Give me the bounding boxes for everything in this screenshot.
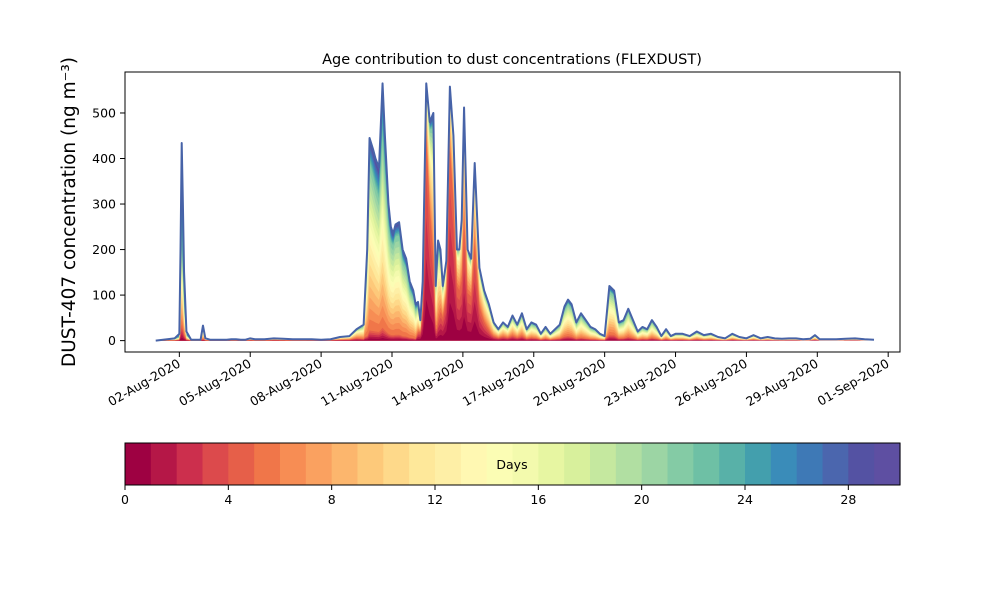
- y-tick-label: 100: [92, 288, 116, 303]
- colorbar-tick-label: 20: [634, 492, 650, 507]
- age-layer-day-18: [155, 87, 875, 341]
- age-layer-day-15: [155, 91, 875, 341]
- age-layer-day-22: [155, 83, 875, 341]
- colorbar-tick-label: 16: [530, 492, 546, 507]
- colorbar-swatch: [150, 443, 178, 485]
- colorbar-swatch: [125, 443, 152, 485]
- colorbar-swatch: [331, 443, 359, 485]
- x-tick-label: 02-Aug-2020: [105, 356, 183, 409]
- y-tick-label: 400: [92, 151, 116, 166]
- colorbar-ticks: 0 4 8 12 16 20 24 28: [121, 485, 856, 507]
- y-axis-label: DUST-407 concentration (ng m⁻³): [59, 57, 80, 367]
- x-tick-label: 05-Aug-2020: [176, 356, 254, 409]
- x-tick-label: 20-Aug-2020: [531, 356, 609, 409]
- colorbar-swatch: [641, 443, 669, 485]
- y-tick-label: 300: [92, 197, 116, 212]
- colorbar-swatch: [564, 443, 591, 485]
- age-layer-day-10: [155, 101, 875, 341]
- x-tick-label: 14-Aug-2020: [389, 356, 467, 409]
- x-tick-label: 26-Aug-2020: [672, 356, 750, 409]
- colorbar-swatch: [176, 443, 204, 485]
- age-layer-day-19: [155, 85, 875, 341]
- colorbar-swatch: [667, 443, 694, 485]
- x-tick-label: 11-Aug-2020: [318, 356, 396, 409]
- age-layer-day-5: [155, 129, 875, 341]
- x-tick-label: 17-Aug-2020: [460, 356, 538, 409]
- age-layer-day-3: [155, 175, 875, 341]
- x-tick-label: 08-Aug-2020: [247, 356, 325, 409]
- plot-frame: [124, 71, 901, 353]
- colorbar-swatch: [615, 443, 643, 485]
- x-tick-label: 29-Aug-2020: [743, 356, 821, 409]
- age-layer-day-21: [155, 83, 875, 341]
- colorbar-swatch: [693, 443, 720, 485]
- stacked-area-layers: [155, 83, 875, 341]
- x-tick-label: 01-Sep-2020: [815, 356, 892, 409]
- colorbar-swatch: [435, 443, 462, 485]
- age-layer-day-11: [155, 96, 875, 341]
- age-layer-day-13: [155, 93, 875, 341]
- age-layer-day-9: [155, 107, 875, 341]
- y-tick-label: 0: [108, 333, 116, 348]
- colorbar-label: Days: [496, 457, 527, 472]
- colorbar-tick-label: 0: [121, 492, 129, 507]
- age-layer-day-23: [155, 83, 875, 341]
- age-layer-day-4: [155, 134, 875, 341]
- colorbar-swatch: [848, 443, 875, 485]
- age-layer-day-17: [155, 88, 875, 341]
- colorbar-tick-label: 4: [224, 492, 232, 507]
- age-layer-day-20: [155, 84, 875, 341]
- x-axis: 02-Aug-202005-Aug-202008-Aug-202011-Aug-…: [105, 352, 892, 409]
- age-layer-day-6: [155, 123, 875, 341]
- age-layer-day-29: [155, 83, 875, 341]
- colorbar-swatch: [357, 443, 384, 485]
- y-axis: 0 100 200 300 400 500: [92, 105, 125, 348]
- colorbar-swatch: [383, 443, 410, 485]
- colorbar-swatch: [538, 443, 565, 485]
- age-layer-day-28: [155, 83, 875, 341]
- colorbar-tick-label: 12: [427, 492, 443, 507]
- colorbar-swatch: [590, 443, 617, 485]
- colorbar-swatch: [822, 443, 849, 485]
- x-tick-label: 23-Aug-2020: [601, 356, 679, 409]
- colorbar-swatch: [719, 443, 746, 485]
- age-layer-day-25: [155, 83, 875, 341]
- colorbar-swatch: [202, 443, 229, 485]
- age-layer-day-8: [155, 112, 875, 341]
- colorbar-swatch: [305, 443, 333, 485]
- age-layer-day-27: [155, 83, 875, 341]
- y-tick-label: 200: [92, 242, 116, 257]
- colorbar-swatch: [745, 443, 772, 485]
- colorbar-swatch: [874, 443, 901, 485]
- colorbar-swatch: [280, 443, 307, 485]
- age-layer-day-26: [155, 83, 875, 341]
- colorbar-swatch: [512, 443, 539, 485]
- colorbar-tick-label: 28: [840, 492, 856, 507]
- age-layer-day-7: [155, 118, 875, 341]
- colorbar-swatch: [486, 443, 514, 485]
- age-layer-day-16: [155, 89, 875, 341]
- colorbar-swatch: [796, 443, 824, 485]
- colorbar-swatch: [254, 443, 281, 485]
- age-layer-day-24: [155, 83, 875, 341]
- total-concentration-line: [155, 82, 875, 342]
- colorbar-tick-label: 24: [737, 492, 753, 507]
- colorbar-swatch: [409, 443, 436, 485]
- colorbar-frame: [124, 442, 901, 486]
- y-tick-label: 500: [92, 105, 116, 120]
- colorbar-swatch: [460, 443, 488, 485]
- colorbar-tick-label: 8: [328, 492, 336, 507]
- colorbar-swatch: [228, 443, 255, 485]
- age-layer-day-14: [155, 92, 875, 341]
- colorbar: [125, 443, 901, 485]
- colorbar-swatch: [770, 443, 798, 485]
- age-layer-day-12: [155, 94, 875, 341]
- chart-title: Age contribution to dust concentrations …: [322, 52, 702, 68]
